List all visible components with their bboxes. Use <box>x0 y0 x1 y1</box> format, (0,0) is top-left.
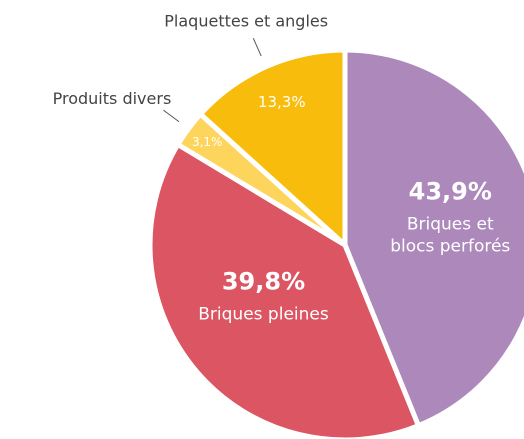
leader-line <box>163 109 180 123</box>
category-label-line: Briques et <box>407 214 494 234</box>
value-label: 43,9% <box>409 177 492 205</box>
category-label: Briques pleines <box>198 305 329 325</box>
value-label: 39,8% <box>222 268 305 296</box>
value-label: 13,3% <box>258 93 306 111</box>
pie-slice <box>147 142 421 439</box>
category-label: Plaquettes et angles <box>164 12 328 31</box>
category-label: Briques et blocs perforés <box>390 214 510 256</box>
category-label-line: blocs perforés <box>390 236 510 256</box>
category-label: Produits divers <box>53 89 172 108</box>
pie-slice <box>342 47 524 429</box>
pie-slice <box>197 47 348 248</box>
leader-line <box>252 38 262 57</box>
category-label-line: Briques pleines <box>198 305 329 325</box>
value-label: 3,1% <box>192 135 223 149</box>
